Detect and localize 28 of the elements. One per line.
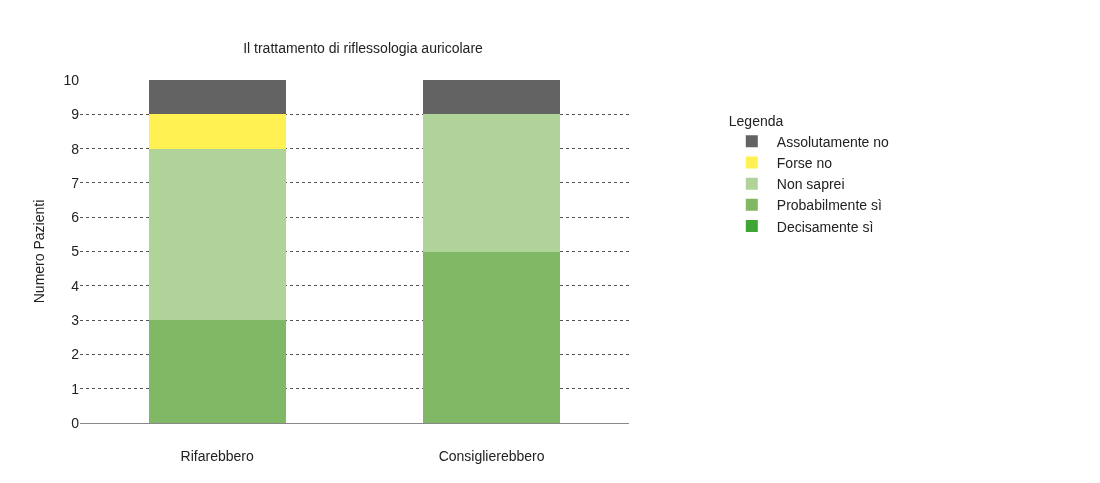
bar <box>148 320 286 423</box>
y-tick-label: 4 <box>71 277 80 294</box>
y-axis-title: Numero Pazienti <box>31 199 48 304</box>
x-tick-label: Rifarebbero <box>180 447 254 464</box>
y-tick-label: 3 <box>71 312 80 328</box>
legend-title: Legenda <box>728 112 784 129</box>
y-tick-label: 9 <box>71 106 80 123</box>
y-tick-label: 7 <box>71 174 80 191</box>
y-tick-label: 8 <box>71 140 80 157</box>
y-tick-label: 5 <box>71 243 80 260</box>
legend-label: Probabilmente sì <box>776 197 882 214</box>
legend-label: Decisamente sì <box>776 218 874 235</box>
y-tick-label: 10 <box>63 71 80 88</box>
bar <box>148 80 286 115</box>
legend-label: Non saprei <box>776 176 845 193</box>
legend-label: Forse no <box>776 154 833 171</box>
y-tick-label: 2 <box>71 346 80 363</box>
chart-title: Il trattamento di riflessologia auricolare <box>243 40 484 57</box>
y-tick-label: 6 <box>71 209 80 226</box>
bar <box>148 148 286 321</box>
y-tick-label: 1 <box>71 380 80 397</box>
bar <box>423 251 561 423</box>
bar <box>148 114 286 149</box>
y-tick-label: 0 <box>71 414 80 431</box>
bar <box>423 114 561 252</box>
x-tick-label: Consiglierebbero <box>438 447 545 464</box>
bar <box>423 80 561 115</box>
legend-label: Assolutamente no <box>776 133 890 150</box>
